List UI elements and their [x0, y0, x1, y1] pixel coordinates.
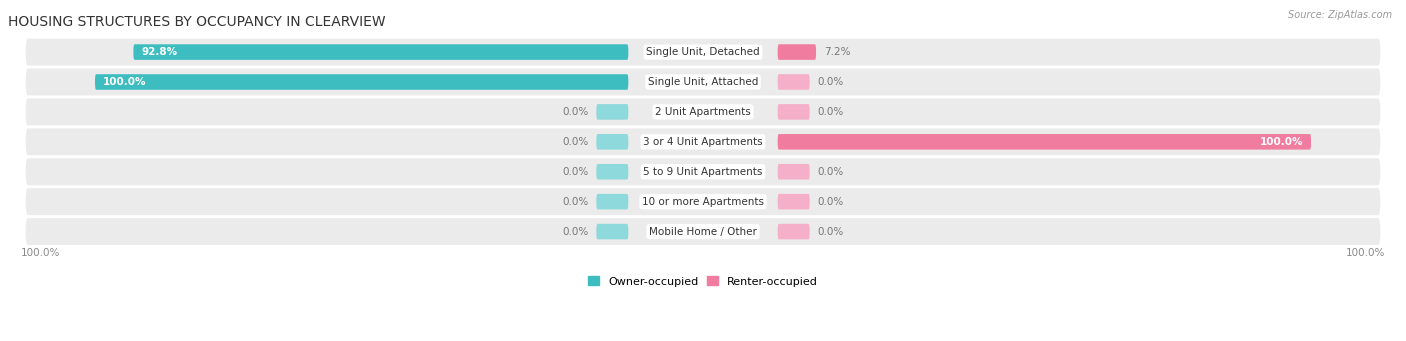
FancyBboxPatch shape: [778, 74, 810, 90]
Text: 92.8%: 92.8%: [142, 47, 177, 57]
Text: 0.0%: 0.0%: [562, 167, 588, 177]
Text: HOUSING STRUCTURES BY OCCUPANCY IN CLEARVIEW: HOUSING STRUCTURES BY OCCUPANCY IN CLEAR…: [8, 15, 385, 29]
FancyBboxPatch shape: [596, 194, 628, 209]
Text: 0.0%: 0.0%: [562, 226, 588, 237]
FancyBboxPatch shape: [778, 134, 1310, 150]
FancyBboxPatch shape: [25, 128, 1381, 155]
Text: 0.0%: 0.0%: [818, 167, 844, 177]
Text: 0.0%: 0.0%: [818, 197, 844, 207]
Text: 0.0%: 0.0%: [818, 226, 844, 237]
Text: 7.2%: 7.2%: [824, 47, 851, 57]
Text: 2 Unit Apartments: 2 Unit Apartments: [655, 107, 751, 117]
FancyBboxPatch shape: [25, 188, 1381, 215]
Text: 5 to 9 Unit Apartments: 5 to 9 Unit Apartments: [644, 167, 762, 177]
Text: 0.0%: 0.0%: [562, 197, 588, 207]
Text: Mobile Home / Other: Mobile Home / Other: [650, 226, 756, 237]
Text: 3 or 4 Unit Apartments: 3 or 4 Unit Apartments: [643, 137, 763, 147]
FancyBboxPatch shape: [134, 44, 628, 60]
FancyBboxPatch shape: [25, 39, 1381, 65]
Text: 100.0%: 100.0%: [1260, 137, 1303, 147]
FancyBboxPatch shape: [778, 224, 810, 239]
FancyBboxPatch shape: [96, 74, 628, 90]
Text: 100.0%: 100.0%: [103, 77, 146, 87]
FancyBboxPatch shape: [25, 218, 1381, 245]
Text: Single Unit, Attached: Single Unit, Attached: [648, 77, 758, 87]
FancyBboxPatch shape: [25, 99, 1381, 125]
FancyBboxPatch shape: [596, 164, 628, 179]
Text: Source: ZipAtlas.com: Source: ZipAtlas.com: [1288, 10, 1392, 20]
Text: 100.0%: 100.0%: [20, 248, 59, 258]
Text: 10 or more Apartments: 10 or more Apartments: [643, 197, 763, 207]
FancyBboxPatch shape: [25, 158, 1381, 185]
FancyBboxPatch shape: [25, 69, 1381, 95]
Text: 0.0%: 0.0%: [818, 77, 844, 87]
FancyBboxPatch shape: [596, 104, 628, 120]
FancyBboxPatch shape: [596, 224, 628, 239]
Text: 100.0%: 100.0%: [1347, 248, 1386, 258]
FancyBboxPatch shape: [778, 164, 810, 179]
Legend: Owner-occupied, Renter-occupied: Owner-occupied, Renter-occupied: [583, 272, 823, 291]
Text: Single Unit, Detached: Single Unit, Detached: [647, 47, 759, 57]
Text: 0.0%: 0.0%: [562, 137, 588, 147]
FancyBboxPatch shape: [778, 44, 815, 60]
Text: 0.0%: 0.0%: [818, 107, 844, 117]
FancyBboxPatch shape: [778, 194, 810, 209]
Text: 0.0%: 0.0%: [562, 107, 588, 117]
FancyBboxPatch shape: [596, 134, 628, 150]
FancyBboxPatch shape: [778, 104, 810, 120]
